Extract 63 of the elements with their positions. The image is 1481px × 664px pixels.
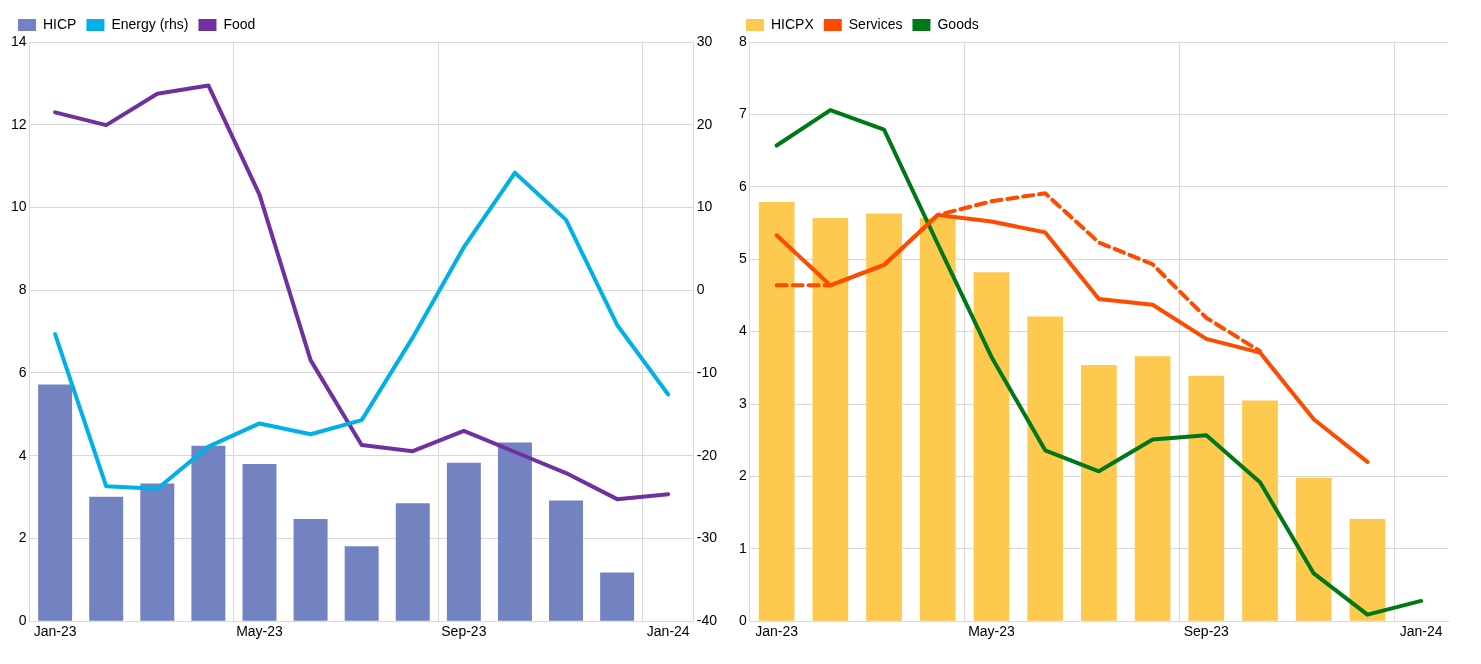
bar: [973, 272, 1010, 621]
y2-tick-label: -30: [696, 529, 718, 546]
bar: [1242, 400, 1278, 621]
y-tick-label: 1: [738, 539, 747, 556]
y-tick-label: 14: [10, 32, 27, 49]
y-tick-label: 7: [738, 105, 747, 122]
bar: [1295, 477, 1332, 621]
x-tick-label: May-23: [968, 623, 1016, 640]
bar: [758, 202, 795, 621]
y-tick-label: 6: [18, 363, 27, 380]
y2-tick-label: 10: [696, 198, 713, 215]
bar: [497, 442, 532, 621]
bar: [600, 572, 635, 621]
bar: [89, 496, 124, 621]
legend-label: HICP: [43, 15, 77, 32]
x-tick-label: Jan-23: [755, 623, 799, 640]
x-tick-label: Sep-23: [441, 623, 487, 640]
bar: [344, 546, 379, 621]
y-tick-label: 6: [738, 177, 747, 194]
bar: [395, 503, 430, 621]
legend-label: Food: [223, 15, 256, 32]
x-tick-label: Sep-23: [1183, 623, 1230, 640]
bar: [140, 483, 175, 621]
y-tick-label: 8: [738, 32, 747, 49]
legend-label: Goods: [937, 15, 979, 32]
y2-tick-label: -20: [696, 446, 718, 463]
bar: [242, 463, 277, 621]
bar: [549, 500, 584, 621]
y-tick-label: 5: [738, 250, 747, 267]
y2-tick-label: 20: [696, 115, 713, 132]
y-tick-label: 0: [18, 612, 27, 629]
x-tick-label: May-23: [236, 623, 284, 640]
bar: [1188, 375, 1225, 621]
bar: [38, 384, 73, 621]
bar: [812, 217, 849, 621]
y2-tick-label: -10: [696, 363, 718, 380]
y2-tick-label: 0: [696, 281, 705, 298]
legend-label: Services: [848, 15, 903, 32]
x-tick-label: Jan-24: [646, 623, 690, 640]
legend-label: Energy (rhs): [111, 15, 189, 32]
legend-label: HICPX: [771, 15, 815, 32]
bar: [293, 519, 328, 621]
bar: [191, 445, 226, 621]
y2-tick-label: 30: [696, 32, 713, 49]
y-tick-label: 8: [18, 281, 27, 298]
bar: [866, 213, 902, 621]
y-tick-label: 2: [738, 467, 747, 484]
y-tick-label: 0: [738, 612, 747, 629]
bar: [1349, 519, 1386, 621]
y2-tick-label: -40: [696, 612, 718, 629]
y-tick-label: 10: [10, 198, 27, 215]
x-tick-label: Jan-23: [33, 623, 77, 640]
y-tick-label: 4: [18, 446, 27, 463]
bar: [1081, 364, 1117, 621]
bar: [1134, 356, 1171, 621]
y-tick-label: 2: [18, 529, 27, 546]
y-tick-label: 4: [738, 322, 747, 339]
x-tick-label: Jan-24: [1399, 623, 1443, 640]
bar: [1027, 316, 1064, 621]
bar: [446, 462, 481, 621]
y-tick-label: 12: [10, 115, 27, 132]
y-tick-label: 3: [738, 394, 747, 411]
bar: [919, 217, 956, 621]
